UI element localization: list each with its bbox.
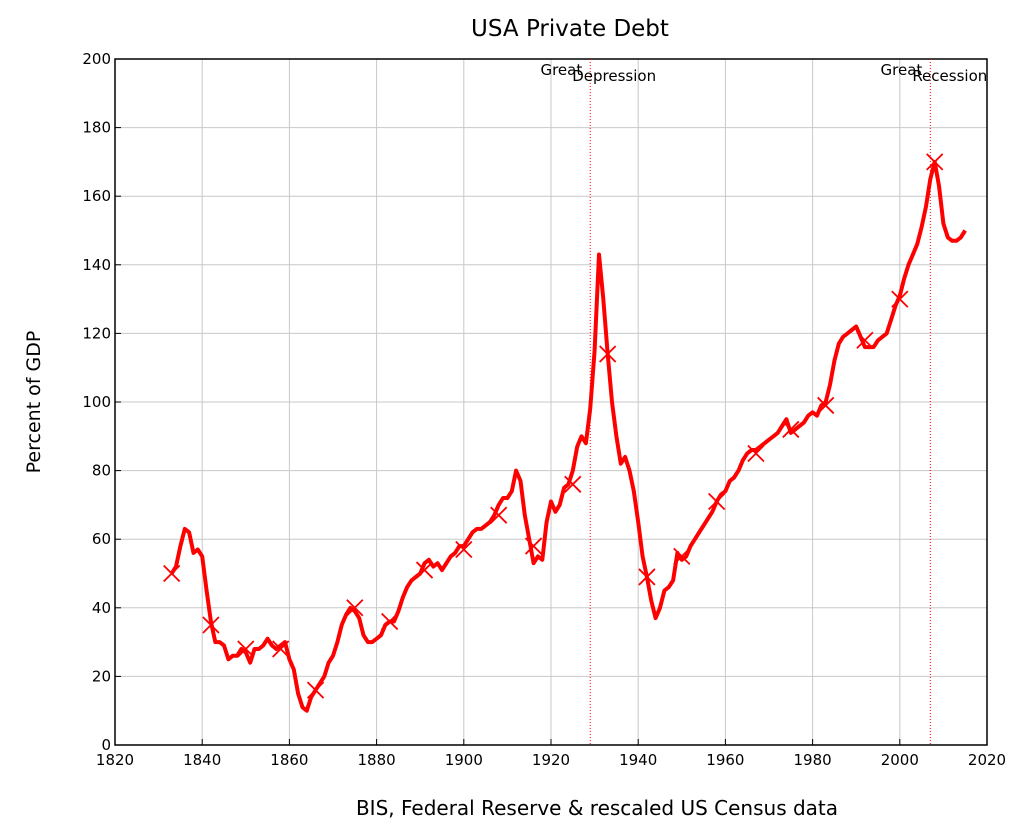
x-marker: [599, 345, 617, 363]
x-tick-label: 1860: [270, 751, 308, 769]
plot-frame: [114, 58, 988, 746]
x-tick-label: 2020: [968, 751, 1006, 769]
x-marker: [708, 492, 726, 511]
y-tick-label: 20: [92, 667, 111, 685]
x-tick-label: 1960: [706, 751, 744, 769]
x-tick-label: 1920: [532, 751, 570, 769]
x-tick-label: 1900: [445, 751, 483, 769]
x-marker: [272, 640, 290, 658]
x-tick-label: 1840: [183, 751, 221, 769]
y-tick-label: 80: [92, 462, 111, 480]
x-marker: [782, 420, 800, 439]
annotation-text: Great: [881, 61, 923, 79]
x-tick-label: 1980: [794, 751, 832, 769]
data-line: [170, 159, 967, 713]
x-marker: [638, 568, 656, 586]
x-marker: [891, 290, 909, 308]
x-marker: [415, 561, 434, 579]
y-tick-label: 100: [82, 393, 111, 411]
x-marker: [490, 506, 508, 524]
y-tick-label: 120: [82, 324, 111, 342]
y-tick-label: 0: [101, 736, 111, 754]
x-tick-label: 1940: [619, 751, 657, 769]
y-tick-label: 160: [82, 187, 111, 205]
x-marker: [926, 153, 944, 171]
x-marker: [381, 612, 399, 631]
x-marker: [202, 616, 220, 634]
y-tick-label: 180: [82, 119, 111, 137]
y-axis-label: Percent of GDP: [23, 331, 45, 474]
x-marker: [856, 331, 874, 349]
y-tick-label: 60: [92, 530, 111, 548]
x-marker: [163, 564, 181, 583]
x-marker: [346, 599, 364, 617]
x-marker: [524, 537, 543, 555]
x-marker: [306, 681, 325, 699]
y-tick-label: 40: [92, 599, 111, 617]
x-marker: [455, 540, 473, 559]
x-axis-label: BIS, Federal Reserve & rescaled US Censu…: [356, 796, 838, 820]
x-tick-label: 2000: [881, 751, 919, 769]
x-marker: [817, 396, 835, 415]
annotation-text: Great: [540, 61, 582, 79]
x-marker: [237, 640, 255, 658]
x-tick-label: 1880: [358, 751, 396, 769]
x-marker: [564, 475, 582, 493]
chart-title: USA Private Debt: [471, 16, 669, 42]
y-tick-label: 140: [82, 256, 111, 274]
annotation-text: Depression: [572, 67, 656, 85]
annotation-text: Recession: [912, 67, 987, 85]
x-marker: [747, 444, 765, 463]
x-tick-label: 1820: [96, 751, 134, 769]
x-marker: [673, 547, 691, 565]
y-tick-label: 200: [82, 50, 111, 68]
